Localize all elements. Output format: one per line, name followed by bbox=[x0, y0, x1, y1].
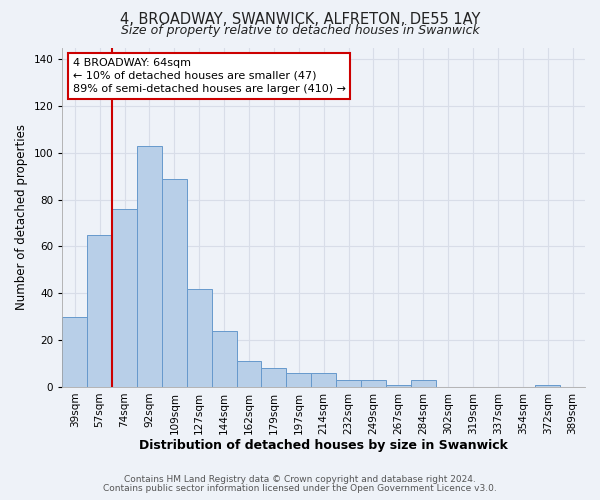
Bar bbox=[112, 209, 137, 387]
Bar bbox=[361, 380, 386, 387]
Bar bbox=[87, 235, 112, 387]
Bar bbox=[386, 384, 411, 387]
Bar bbox=[62, 316, 87, 387]
Bar bbox=[286, 373, 311, 387]
Text: 4 BROADWAY: 64sqm
← 10% of detached houses are smaller (47)
89% of semi-detached: 4 BROADWAY: 64sqm ← 10% of detached hous… bbox=[73, 58, 346, 94]
Bar bbox=[162, 178, 187, 387]
Bar bbox=[336, 380, 361, 387]
X-axis label: Distribution of detached houses by size in Swanwick: Distribution of detached houses by size … bbox=[139, 440, 508, 452]
Text: 4, BROADWAY, SWANWICK, ALFRETON, DE55 1AY: 4, BROADWAY, SWANWICK, ALFRETON, DE55 1A… bbox=[120, 12, 480, 28]
Text: Contains public sector information licensed under the Open Government Licence v3: Contains public sector information licen… bbox=[103, 484, 497, 493]
Text: Contains HM Land Registry data © Crown copyright and database right 2024.: Contains HM Land Registry data © Crown c… bbox=[124, 475, 476, 484]
Bar bbox=[535, 384, 560, 387]
Bar bbox=[187, 288, 212, 387]
Y-axis label: Number of detached properties: Number of detached properties bbox=[15, 124, 28, 310]
Bar bbox=[236, 361, 262, 387]
Bar bbox=[411, 380, 436, 387]
Bar bbox=[311, 373, 336, 387]
Text: Size of property relative to detached houses in Swanwick: Size of property relative to detached ho… bbox=[121, 24, 479, 37]
Bar bbox=[262, 368, 286, 387]
Bar bbox=[137, 146, 162, 387]
Bar bbox=[212, 331, 236, 387]
